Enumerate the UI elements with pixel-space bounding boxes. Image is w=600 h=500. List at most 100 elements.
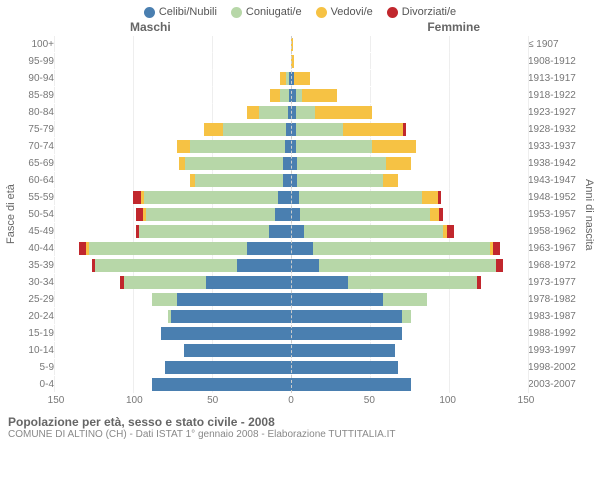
birth-labels: ≤ 19071908-19121913-19171918-19221923-19… <box>528 36 582 393</box>
center-line <box>291 36 292 393</box>
legend-swatch <box>387 7 398 18</box>
chart-area: Fasce di età 100+95-9990-9485-8980-8475-… <box>0 36 600 393</box>
birth-label: 1918-1922 <box>528 87 582 104</box>
bar-male <box>54 155 291 172</box>
legend-label: Vedovi/e <box>331 6 373 18</box>
bar-male <box>54 257 291 274</box>
age-label: 100+ <box>18 36 54 53</box>
bar-segment <box>161 327 291 340</box>
bar-segment <box>177 293 291 306</box>
xtick-label: 100 <box>126 395 143 406</box>
xtick-label: 50 <box>364 395 375 406</box>
chart-subtitle: COMUNE DI ALTINO (CH) - Dati ISTAT 1° ge… <box>8 429 592 440</box>
bar-segment <box>144 191 278 204</box>
bar-male <box>54 138 291 155</box>
bar-segment <box>152 378 291 391</box>
birth-label: 1983-1987 <box>528 308 582 325</box>
bar-segment <box>343 123 403 136</box>
bar-male <box>54 240 291 257</box>
bar-male <box>54 53 291 70</box>
bar-segment <box>447 225 453 238</box>
bar-segment <box>291 327 402 340</box>
bar-segment <box>422 191 438 204</box>
xtick-label: 150 <box>48 395 65 406</box>
bar-female <box>291 53 528 70</box>
bar-female <box>291 291 528 308</box>
age-label: 70-74 <box>18 138 54 155</box>
xtick-label: 0 <box>288 395 294 406</box>
age-label: 40-44 <box>18 240 54 257</box>
bar-segment <box>171 310 291 323</box>
bar-segment <box>438 191 441 204</box>
bar-segment <box>247 242 291 255</box>
age-label: 65-69 <box>18 155 54 172</box>
chart-title: Popolazione per età, sesso e stato civil… <box>8 415 592 429</box>
bar-segment <box>291 361 398 374</box>
bar-segment <box>139 225 269 238</box>
bar-female <box>291 223 528 240</box>
bar-segment <box>291 310 402 323</box>
age-label: 20-24 <box>18 308 54 325</box>
bar-segment <box>297 157 385 170</box>
age-label: 35-39 <box>18 257 54 274</box>
bar-segment <box>291 191 299 204</box>
bar-male <box>54 325 291 342</box>
bar-male <box>54 87 291 104</box>
birth-label: 1973-1977 <box>528 274 582 291</box>
legend-item: Divorziati/e <box>387 6 456 18</box>
bar-female <box>291 257 528 274</box>
birth-label: 1908-1912 <box>528 53 582 70</box>
legend-item: Coniugati/e <box>231 6 302 18</box>
bar-segment <box>304 225 443 238</box>
birth-label: 1978-1982 <box>528 291 582 308</box>
age-label: 95-99 <box>18 53 54 70</box>
birth-label: 1953-1957 <box>528 206 582 223</box>
bar-segment <box>269 225 291 238</box>
age-label: 5-9 <box>18 359 54 376</box>
bar-segment <box>270 89 279 102</box>
bar-segment <box>184 344 291 357</box>
bar-segment <box>477 276 480 289</box>
bar-male <box>54 121 291 138</box>
bar-segment <box>278 191 291 204</box>
bar-female <box>291 189 528 206</box>
bar-female <box>291 342 528 359</box>
bar-male <box>54 376 291 393</box>
bar-segment <box>300 208 430 221</box>
bar-female <box>291 121 528 138</box>
bar-female <box>291 155 528 172</box>
bar-segment <box>291 259 319 272</box>
bar-female <box>291 70 528 87</box>
legend-item: Celibi/Nubili <box>144 6 217 18</box>
legend-swatch <box>144 7 155 18</box>
bar-segment <box>124 276 206 289</box>
birth-label: ≤ 1907 <box>528 36 582 53</box>
bar-female <box>291 359 528 376</box>
age-label: 50-54 <box>18 206 54 223</box>
bar-female <box>291 36 528 53</box>
label-female: Femmine <box>427 20 480 34</box>
bar-segment <box>403 123 406 136</box>
bar-segment <box>259 106 287 119</box>
bar-segment <box>291 344 395 357</box>
birth-label: 1943-1947 <box>528 172 582 189</box>
xtick-label: 150 <box>518 395 535 406</box>
age-label: 25-29 <box>18 291 54 308</box>
birth-label: 1988-1992 <box>528 325 582 342</box>
bar-segment <box>402 310 411 323</box>
bar-male <box>54 274 291 291</box>
bar-segment <box>223 123 286 136</box>
bar-segment <box>386 157 411 170</box>
bar-segment <box>89 242 247 255</box>
label-male: Maschi <box>130 20 171 34</box>
xtick-label: 100 <box>439 395 456 406</box>
bar-segment <box>152 293 177 306</box>
bar-male <box>54 189 291 206</box>
bar-segment <box>280 89 289 102</box>
bar-female <box>291 240 528 257</box>
bar-segment <box>283 157 291 170</box>
bar-segment <box>297 174 382 187</box>
legend-label: Celibi/Nubili <box>159 6 217 18</box>
bar-segment <box>291 208 300 221</box>
bar-segment <box>299 191 422 204</box>
